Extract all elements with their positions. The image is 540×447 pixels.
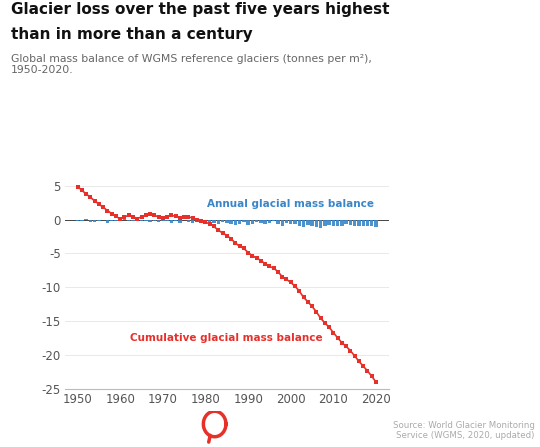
Bar: [349, 219, 352, 225]
Text: Annual glacial mass balance: Annual glacial mass balance: [207, 199, 374, 209]
Bar: [127, 219, 131, 220]
Bar: [357, 219, 361, 226]
Bar: [157, 219, 160, 222]
Bar: [191, 219, 194, 223]
Bar: [242, 219, 246, 223]
Bar: [114, 219, 118, 221]
Bar: [221, 219, 224, 223]
Bar: [293, 219, 296, 224]
Bar: [327, 219, 331, 225]
Bar: [183, 219, 186, 220]
Bar: [161, 219, 165, 221]
Bar: [140, 219, 143, 221]
Bar: [148, 219, 152, 222]
Bar: [280, 219, 284, 226]
Bar: [195, 219, 199, 222]
Bar: [251, 219, 254, 224]
Bar: [238, 219, 241, 224]
Bar: [276, 219, 280, 224]
Bar: [370, 219, 374, 226]
Bar: [93, 219, 96, 222]
Bar: [80, 219, 84, 221]
Bar: [208, 219, 212, 222]
Text: Glacier loss over the past five years highest: Glacier loss over the past five years hi…: [11, 2, 389, 17]
Bar: [110, 219, 113, 221]
Bar: [366, 219, 369, 226]
Bar: [131, 219, 134, 221]
Bar: [144, 219, 147, 221]
Bar: [212, 219, 215, 223]
Bar: [272, 219, 275, 221]
Bar: [102, 219, 105, 220]
Text: Global mass balance of WGMS reference glaciers (tonnes per m²),
1950-2020.: Global mass balance of WGMS reference gl…: [11, 54, 372, 75]
Bar: [174, 219, 177, 221]
Bar: [285, 219, 288, 223]
Bar: [332, 219, 335, 226]
Bar: [187, 219, 190, 222]
Bar: [165, 219, 169, 221]
Bar: [315, 219, 318, 227]
Bar: [336, 219, 339, 226]
Bar: [361, 219, 365, 226]
Bar: [234, 219, 237, 225]
Bar: [170, 219, 173, 223]
Bar: [76, 219, 79, 220]
Bar: [353, 219, 356, 226]
Bar: [89, 219, 92, 222]
Bar: [289, 219, 293, 224]
Bar: [345, 219, 348, 224]
Bar: [178, 219, 181, 224]
Bar: [264, 219, 267, 224]
Bar: [323, 219, 327, 226]
Text: Source: World Glacier Monitoring
Service (WGMS, 2020, updated): Source: World Glacier Monitoring Service…: [393, 421, 535, 440]
Bar: [306, 219, 309, 225]
Bar: [246, 219, 250, 225]
Bar: [340, 219, 343, 226]
Bar: [268, 219, 271, 223]
Text: than in more than a century: than in more than a century: [11, 27, 253, 42]
Bar: [199, 219, 203, 222]
Bar: [310, 219, 314, 226]
Bar: [106, 219, 109, 223]
Bar: [319, 219, 322, 228]
Bar: [302, 219, 305, 228]
Bar: [97, 219, 100, 221]
Bar: [374, 219, 377, 227]
Bar: [230, 219, 233, 224]
Bar: [217, 219, 220, 224]
Bar: [204, 219, 207, 221]
Bar: [298, 219, 301, 226]
Bar: [153, 219, 156, 221]
Bar: [259, 219, 262, 223]
Bar: [225, 219, 228, 223]
Text: Cumulative glacial mass balance: Cumulative glacial mass balance: [131, 333, 323, 343]
Bar: [255, 219, 258, 222]
